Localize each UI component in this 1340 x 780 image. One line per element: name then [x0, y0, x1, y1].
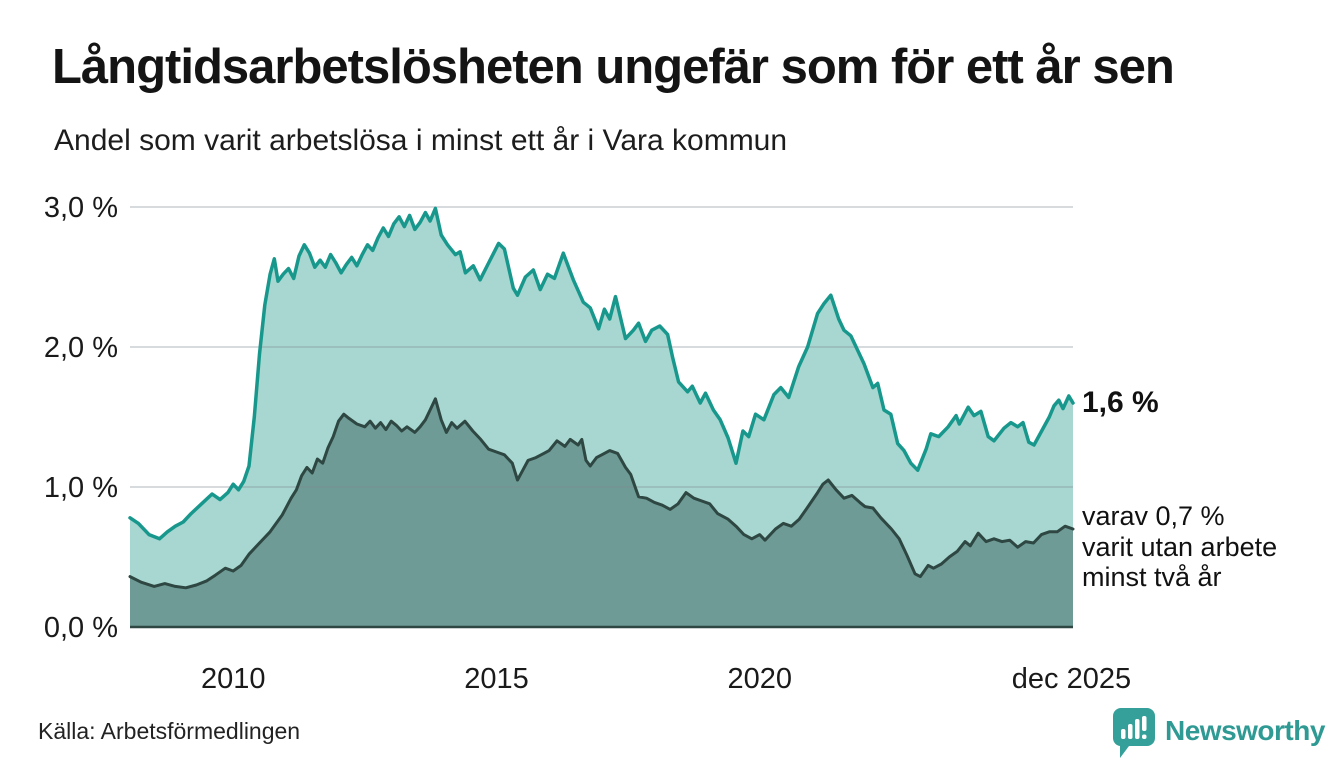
- y-tick-label-2: 1,0 %: [44, 472, 118, 504]
- source-note: Källa: Arbetsförmedlingen: [38, 718, 301, 744]
- bar-1: [1121, 729, 1126, 739]
- newsworthy-bubble-icon: [1113, 708, 1155, 758]
- x-tick-label-2: 2020: [727, 663, 792, 695]
- exclamation-stem: [1142, 716, 1147, 731]
- y-tick-label-0: 3,0 %: [44, 192, 118, 224]
- x-tick-label-0: 2010: [201, 663, 266, 695]
- subset-annotation-line1: varav 0,7 %: [1082, 501, 1225, 531]
- chart-subtitle: Andel som varit arbetslösa i minst ett å…: [54, 124, 788, 157]
- latest-value-annotation: 1,6 %: [1082, 386, 1159, 419]
- series-line-0: [128, 206, 1075, 541]
- chart-title: Långtidsarbetslösheten ungefär som för e…: [52, 40, 1175, 94]
- exclamation-dot: [1142, 734, 1147, 739]
- subset-annotation-line3: minst två år: [1082, 562, 1222, 592]
- x-tick-label-1: 2015: [464, 663, 529, 695]
- y-tick-label-3: 0,0 %: [44, 612, 118, 644]
- newsworthy-logo: Newsworthy: [1113, 708, 1325, 760]
- y-tick-label-1: 2,0 %: [44, 332, 118, 364]
- speech-bubble-shape: [1113, 708, 1155, 758]
- bar-3: [1135, 719, 1140, 739]
- series-line-1: [128, 397, 1075, 590]
- subset-annotation-line2: varit utan arbete: [1082, 531, 1278, 562]
- newsworthy-wordmark: Newsworthy: [1165, 715, 1325, 746]
- series-area-1: [130, 398, 1073, 627]
- subset-annotation: varav 0,7 % varit utan arbete minst två …: [1082, 501, 1312, 593]
- bar-2: [1128, 724, 1133, 739]
- x-tick-label-3: dec 2025: [1012, 663, 1131, 695]
